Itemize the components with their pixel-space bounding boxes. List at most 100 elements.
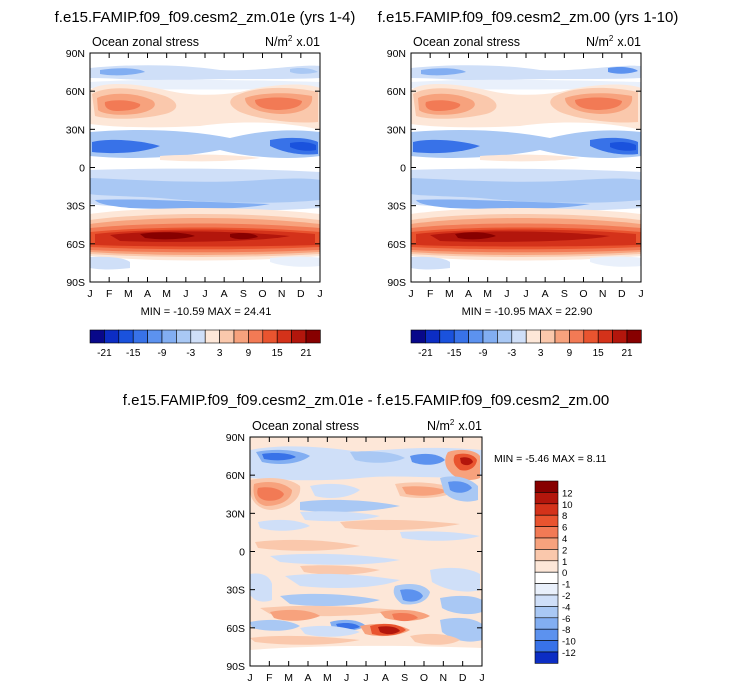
colorbar-box bbox=[534, 537, 559, 550]
y-tick-label: 0 bbox=[400, 163, 406, 175]
colorbar-label: 9 bbox=[246, 348, 252, 359]
colorbar-label: 3 bbox=[538, 348, 544, 359]
panel2-title: f.e15.FAMIP.f09_f09.cesm2_zm.00 (yrs 1-1… bbox=[378, 9, 679, 26]
colorbar-label: 4 bbox=[562, 534, 567, 545]
panel1-colorbar: -21 -15 -9 -3 3 9 15 21 bbox=[89, 329, 321, 359]
colorbar-box bbox=[291, 329, 307, 344]
panel1-contour-plot bbox=[89, 52, 321, 283]
x-tick-label: S bbox=[401, 672, 408, 684]
colorbar-label: -9 bbox=[479, 348, 488, 359]
colorbar-box bbox=[534, 628, 559, 641]
x-tick-label: M bbox=[445, 288, 454, 300]
x-tick-label: A bbox=[304, 672, 311, 684]
panel1-title: f.e15.FAMIP.f09_f09.cesm2_zm.01e (yrs 1-… bbox=[55, 9, 356, 26]
colorbar-label: -12 bbox=[562, 648, 576, 659]
colorbar-box bbox=[204, 329, 220, 344]
y-tick-label: 90N bbox=[226, 432, 245, 444]
y-tick-label: 60N bbox=[387, 86, 406, 98]
y-tick-label: 0 bbox=[239, 547, 245, 559]
colorbar-box bbox=[233, 329, 249, 344]
y-tick-label: 60S bbox=[66, 239, 85, 251]
y-tick-label: 60N bbox=[226, 470, 245, 482]
colorbar-box bbox=[248, 329, 264, 344]
colorbar-label: 0 bbox=[562, 568, 567, 579]
colorbar-label: 2 bbox=[562, 545, 567, 556]
colorbar-box bbox=[534, 514, 559, 527]
colorbar-label: 15 bbox=[593, 348, 605, 359]
colorbar-box bbox=[305, 329, 321, 344]
colorbar-box bbox=[534, 492, 559, 505]
y-tick-label: 30S bbox=[226, 585, 245, 597]
colorbar-label: -3 bbox=[186, 348, 195, 359]
panel1-left-label: Ocean zonal stress bbox=[92, 35, 199, 49]
colorbar-box bbox=[89, 329, 105, 344]
colorbar-label: -9 bbox=[158, 348, 167, 359]
x-tick-label: F bbox=[427, 288, 433, 300]
colorbar-box bbox=[534, 651, 559, 664]
y-tick-label: 30S bbox=[66, 201, 85, 213]
y-tick-label: 60S bbox=[226, 623, 245, 635]
colorbar-box bbox=[482, 329, 498, 344]
colorbar-box bbox=[147, 329, 163, 344]
colorbar-label: 1 bbox=[562, 557, 567, 568]
colorbar-label: 8 bbox=[562, 511, 567, 522]
colorbar-box bbox=[497, 329, 513, 344]
panel2-left-label: Ocean zonal stress bbox=[413, 35, 520, 49]
colorbar-box bbox=[410, 329, 426, 344]
colorbar-label: 21 bbox=[621, 348, 633, 359]
colorbar-box bbox=[525, 329, 541, 344]
colorbar-label: -10 bbox=[562, 637, 576, 648]
y-tick-label: 60S bbox=[387, 239, 406, 251]
x-tick-label: J bbox=[344, 672, 349, 684]
panel1-stats: MIN = -10.59 MAX = 24.41 bbox=[141, 306, 272, 318]
x-tick-label: J bbox=[638, 288, 643, 300]
x-tick-label: S bbox=[561, 288, 568, 300]
colorbar-box bbox=[262, 329, 278, 344]
panel3-y-ticks: 90N 60N 30N 0 30S 60S 90S bbox=[226, 432, 482, 673]
colorbar-box bbox=[534, 640, 559, 653]
colorbar-label: 3 bbox=[217, 348, 223, 359]
y-tick-label: 30N bbox=[387, 124, 406, 136]
colorbar-box bbox=[540, 329, 556, 344]
y-tick-label: 90S bbox=[66, 277, 85, 289]
colorbar-label: -6 bbox=[562, 614, 570, 625]
x-tick-label: M bbox=[124, 288, 133, 300]
y-tick-label: 90S bbox=[226, 661, 245, 673]
colorbar-box bbox=[612, 329, 628, 344]
panel2-colorbar: -21 -15 -9 -3 3 9 15 21 bbox=[410, 329, 642, 359]
x-tick-label: J bbox=[247, 672, 252, 684]
colorbar-label: 21 bbox=[300, 348, 312, 359]
colorbar-box bbox=[534, 560, 559, 573]
colorbar-label: 9 bbox=[567, 348, 573, 359]
x-tick-label: O bbox=[579, 288, 587, 300]
x-tick-label: N bbox=[440, 672, 448, 684]
x-tick-label: M bbox=[284, 672, 293, 684]
colorbar-box bbox=[534, 583, 559, 596]
panel3-units: N/m2 x.01 bbox=[427, 418, 482, 433]
x-tick-label: J bbox=[183, 288, 188, 300]
x-tick-label: A bbox=[382, 672, 389, 684]
panel3-title: f.e15.FAMIP.f09_f09.cesm2_zm.01e - f.e15… bbox=[123, 392, 609, 409]
x-tick-label: O bbox=[420, 672, 428, 684]
colorbar-box bbox=[597, 329, 613, 344]
colorbar-label: -3 bbox=[507, 348, 516, 359]
colorbar-label: -1 bbox=[562, 580, 570, 591]
panel3-stats: MIN = -5.46 MAX = 8.11 bbox=[494, 453, 607, 465]
y-tick-label: 60N bbox=[66, 86, 85, 98]
colorbar-box bbox=[190, 329, 206, 344]
x-tick-label: J bbox=[523, 288, 528, 300]
colorbar-label: -4 bbox=[562, 602, 570, 613]
colorbar-box bbox=[554, 329, 570, 344]
x-tick-label: D bbox=[459, 672, 467, 684]
x-tick-label: J bbox=[504, 288, 509, 300]
y-tick-label: 30S bbox=[387, 201, 406, 213]
colorbar-box bbox=[425, 329, 441, 344]
colorbar-label: -2 bbox=[562, 591, 570, 602]
x-tick-label: M bbox=[323, 672, 332, 684]
colorbar-box bbox=[534, 480, 559, 493]
colorbar-box bbox=[132, 329, 148, 344]
x-tick-label: D bbox=[297, 288, 305, 300]
colorbar-box bbox=[161, 329, 177, 344]
colorbar-box bbox=[439, 329, 455, 344]
